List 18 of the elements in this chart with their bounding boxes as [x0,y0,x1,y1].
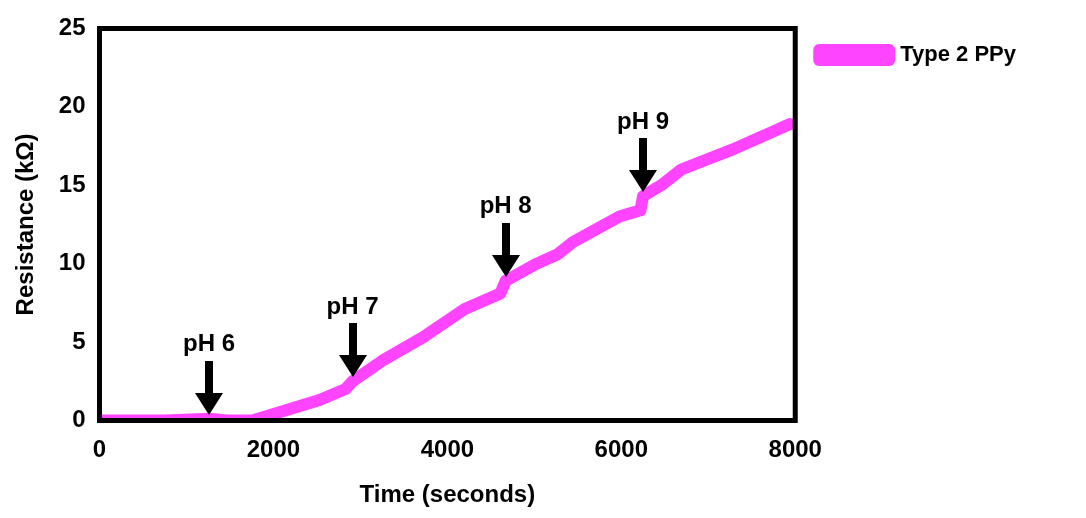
x-tick-label: 0 [92,435,107,463]
y-tick-label: 0 [72,405,86,433]
legend-label: Type 2 PPy [900,41,1017,67]
x-tick-label: 4000 [420,435,475,463]
y-axis-title: Resistance (kΩ) [11,133,39,316]
x-tick-label: 8000 [768,435,822,463]
annotation: pH 6 [183,329,236,357]
annotation: pH 8 [479,191,532,219]
y-tick-label: 25 [58,13,86,41]
y-tick-label: 15 [58,169,86,197]
x-axis-title: Time (seconds) [359,480,536,508]
x-tick-label: 2000 [246,435,301,463]
y-tick-label: 10 [58,248,86,276]
x-tick-label: 6000 [594,435,648,463]
annotation: pH 9 [617,106,670,134]
y-tick-label: 5 [72,326,86,354]
annotation: pH 7 [326,291,379,319]
y-tick-label: 20 [58,91,86,119]
